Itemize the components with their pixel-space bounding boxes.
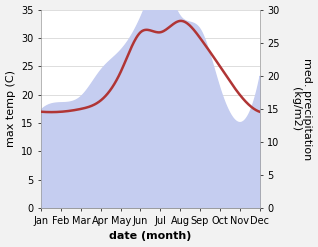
Y-axis label: max temp (C): max temp (C) (5, 70, 16, 147)
X-axis label: date (month): date (month) (109, 231, 192, 242)
Y-axis label: med. precipitation
(kg/m2): med. precipitation (kg/m2) (291, 58, 313, 160)
